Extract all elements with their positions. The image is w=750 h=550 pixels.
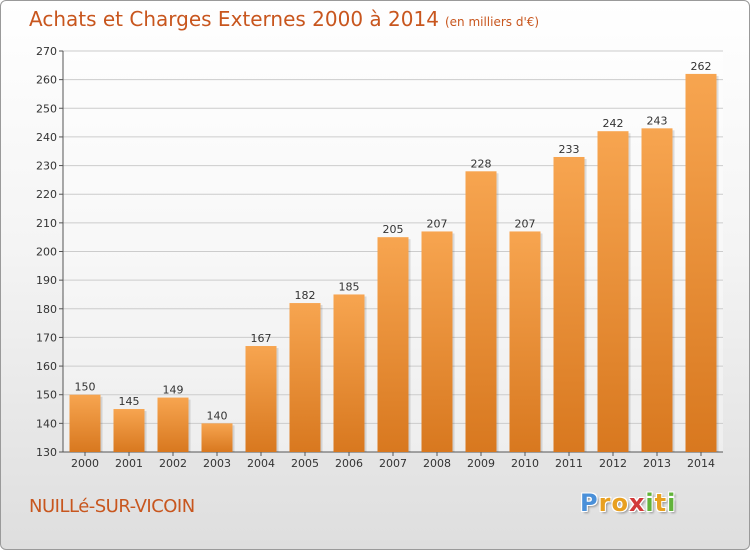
chart-title-text: Achats et Charges Externes 2000 à 2014 — [29, 7, 439, 31]
y-tick-label: 140 — [36, 417, 57, 430]
x-tick-label: 2000 — [71, 457, 99, 470]
x-tick-label: 2001 — [115, 457, 143, 470]
bar-value-label: 145 — [119, 395, 140, 408]
y-tick-label: 250 — [36, 102, 57, 115]
x-tick-label: 2010 — [511, 457, 539, 470]
logo-letter: r — [598, 489, 612, 517]
bar-value-label: 182 — [295, 289, 316, 302]
x-tick-label: 2006 — [335, 457, 363, 470]
chart-subtitle: (en milliers d'€) — [444, 15, 540, 29]
bar-value-label: 140 — [207, 409, 228, 422]
x-tick-label: 2014 — [687, 457, 715, 470]
bar — [289, 303, 321, 452]
bar — [685, 73, 717, 453]
labels-layer: 150 145 149 140 167 182 185 205 207 228 207 233 242 2… — [75, 60, 712, 422]
y-tick-label: 220 — [36, 188, 57, 201]
bar-value-label: 242 — [603, 117, 624, 130]
logo-letter: t — [654, 489, 668, 517]
bars-layer — [69, 73, 719, 453]
logo-letter: i — [645, 489, 655, 517]
logo-letter: P — [580, 489, 599, 517]
bar — [421, 231, 453, 452]
town-name: NUILLé-SUR-VICOIN — [29, 496, 195, 517]
x-tick-label: 2002 — [159, 457, 187, 470]
y-tick-label: 130 — [36, 446, 57, 459]
bar — [465, 171, 497, 453]
bar — [201, 423, 233, 452]
logo-letter: i — [667, 489, 677, 517]
y-tick-label: 170 — [36, 331, 57, 344]
x-tick-label: 2009 — [467, 457, 495, 470]
chart-title: Achats et Charges Externes 2000 à 2014 (e… — [29, 7, 539, 31]
bar-value-label: 207 — [515, 217, 536, 230]
bar-value-label: 185 — [339, 280, 360, 293]
y-tick-label: 240 — [36, 131, 57, 144]
bar-value-label: 233 — [559, 143, 580, 156]
bar — [597, 131, 629, 452]
bar — [641, 128, 673, 452]
x-tick-label: 2003 — [203, 457, 231, 470]
x-tick-label: 2012 — [599, 457, 627, 470]
bar — [157, 397, 189, 452]
y-tick-label: 160 — [36, 360, 57, 373]
bar — [245, 346, 277, 452]
x-tick-label: 2005 — [291, 457, 319, 470]
bar-value-label: 167 — [251, 332, 272, 345]
x-tick-label: 2007 — [379, 457, 407, 470]
logo-letter: x — [628, 489, 646, 517]
bar — [553, 156, 585, 452]
y-tick-label: 150 — [36, 389, 57, 402]
bar-value-label: 207 — [427, 217, 448, 230]
bar-value-label: 262 — [691, 60, 712, 73]
bar — [113, 409, 145, 452]
x-tick-label: 2004 — [247, 457, 275, 470]
y-tick-label: 190 — [36, 274, 57, 287]
bar-value-label: 150 — [75, 381, 96, 394]
bar — [333, 294, 365, 452]
y-tick-label: 180 — [36, 303, 57, 316]
x-tick-label: 2008 — [423, 457, 451, 470]
bar — [69, 394, 101, 452]
bar-value-label: 243 — [647, 114, 668, 127]
x-tick-label: 2013 — [643, 457, 671, 470]
bar-value-label: 205 — [383, 223, 404, 236]
bar — [509, 231, 541, 452]
y-tick-label: 200 — [36, 246, 57, 259]
proxiti-logo: Proxiti — [580, 489, 676, 517]
logo-letter: o — [611, 489, 629, 517]
bar-value-label: 228 — [471, 157, 492, 170]
x-tick-label: 2011 — [555, 457, 583, 470]
bar — [377, 237, 409, 452]
y-tick-label: 260 — [36, 74, 57, 87]
y-tick-label: 210 — [36, 217, 57, 230]
bar-value-label: 149 — [163, 384, 184, 397]
y-tick-label: 230 — [36, 160, 57, 173]
y-tick-label: 270 — [36, 45, 57, 58]
